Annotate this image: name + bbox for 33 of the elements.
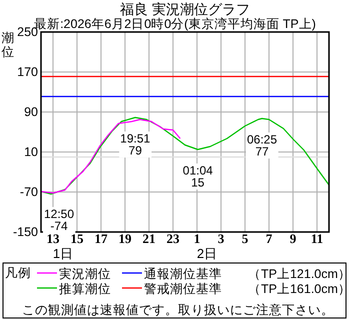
annotation: 06:25 77 [246, 132, 278, 158]
x-tick-label: 13 [46, 231, 60, 246]
y-tick-label: 90 [24, 105, 38, 119]
line-series [40, 118, 181, 194]
x-tick-label: 19 [118, 231, 132, 246]
chart-title: 福良 実況潮位グラフ [120, 1, 250, 17]
text: この観測値は速報値です。取り扱いにご注意下さい。 [22, 303, 334, 317]
x-tick-label: 21 [142, 231, 156, 246]
chart-subtitle: 最新:2026年6月2日0時0分(東京湾平均海面 TP上) [34, 16, 316, 31]
x-tick-label: 3 [218, 231, 225, 246]
annotation: 12:50 -74 [44, 207, 74, 233]
x-tick-label: 5 [242, 231, 249, 246]
y-axis-title: 潮位 [2, 31, 14, 59]
legend-label: 推算潮位 [59, 282, 111, 296]
legend-label: 警戒潮位基準 （TP上161.0cm） [144, 282, 350, 296]
y-tick-label: 10 [24, 145, 38, 159]
annotation: 19:51 79 [120, 132, 151, 158]
y-tick-label: -150 [12, 225, 38, 239]
x-tick-label: 7 [266, 231, 273, 246]
text: 2日 [196, 246, 218, 261]
y-tick-label: -70 [20, 185, 38, 199]
x-tick-label: 17 [94, 231, 108, 246]
x-tick-label: 9 [290, 231, 297, 246]
x-tick-label: 15 [70, 231, 84, 246]
text: 1日 [52, 246, 74, 261]
annotation: 01:04 15 [182, 164, 214, 190]
legend-title: 凡例 [5, 266, 31, 280]
y-tick-label: 170 [17, 65, 38, 79]
x-tick-label: 23 [166, 231, 180, 246]
x-tick-label: 11 [310, 231, 324, 246]
x-tick-label: 1 [194, 231, 200, 246]
legend-label: 実況潮位 [59, 266, 111, 281]
legend-label: 通報潮位基準 （TP上121.0cm） [144, 267, 350, 281]
